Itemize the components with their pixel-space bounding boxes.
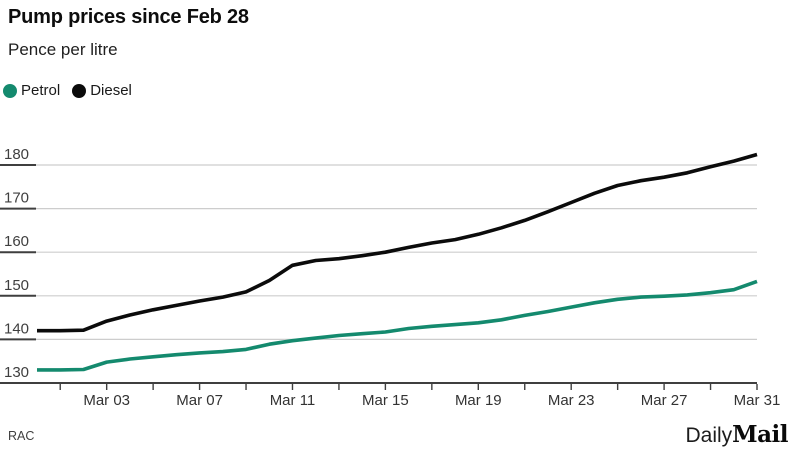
y-axis-label: 140: [4, 320, 29, 337]
y-axis-label: 130: [4, 364, 29, 381]
petrol-legend-dot-icon: [3, 83, 17, 98]
y-axis-label: 150: [4, 277, 29, 294]
line-chart: 130 140 150 160 170 180 Mar 03 Mar 07 Mar 11 Mar …: [0, 146, 781, 409]
x-axis-label: Mar 03: [83, 392, 130, 409]
brand-mail-text: Mail: [732, 421, 788, 448]
x-axis-label: Mar 31: [734, 392, 781, 409]
x-axis-label: Mar 07: [176, 392, 223, 409]
diesel-line: [37, 152, 758, 333]
x-axis-label: Mar 11: [270, 392, 316, 409]
diesel-legend-label: Diesel: [90, 82, 132, 99]
petrol-legend-label: Petrol: [21, 82, 61, 99]
legend: Petrol Diesel: [3, 82, 132, 99]
y-axis-label: 180: [4, 146, 29, 163]
legend-item-diesel: Diesel: [72, 82, 132, 99]
chart-unit-label: Pence per litre: [8, 40, 118, 59]
x-axis-label: Mar 15: [362, 392, 409, 409]
x-axis-label: Mar 19: [455, 392, 502, 409]
x-axis-label: Mar 27: [641, 392, 688, 409]
legend-item-petrol: Petrol: [3, 82, 60, 99]
dailymail-logo: DailyMail: [685, 421, 788, 448]
chart-title: Pump prices since Feb 28: [8, 6, 249, 28]
petrol-line: [37, 279, 758, 372]
y-axis-label: 170: [4, 190, 29, 207]
brand-daily-text: Daily: [685, 424, 733, 447]
y-axis-label: 160: [4, 233, 29, 250]
source-attribution: RAC: [8, 429, 35, 443]
x-axis-label: Mar 23: [548, 392, 595, 409]
diesel-legend-dot-icon: [72, 83, 87, 98]
